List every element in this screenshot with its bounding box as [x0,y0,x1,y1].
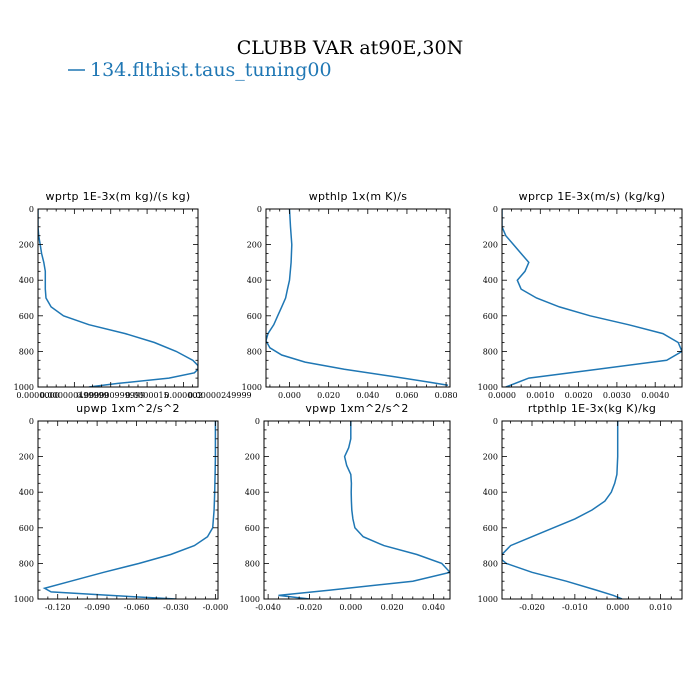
x-tick-label: 0.000002 [164,391,202,400]
y-tick-label: 800 [247,347,262,356]
panel-1: wprtp 1E-3x(m kg)/(s kg) 0 200 400 600 800 100… [14,190,252,400]
x-tick-label: 0.0000 [488,391,516,400]
y-tick-label: 1000 [478,383,498,392]
x-tick-label: 0.0000015 [125,391,168,400]
y-tick-label: 800 [245,559,260,568]
y-tick-label: 600 [483,312,498,321]
panels: wprtp 1E-3x(m kg)/(s kg) 0 200 400 600 800 100… [14,190,683,612]
y-tick-label: 0 [493,417,498,426]
panel-4: upwp 1xm^2/s^2 0 200 400 600 800 1000 -0.120 -0.… [14,402,229,612]
x-tick-label: -0.010 [562,603,588,612]
x-tick-label: 0.0010 [526,391,554,400]
y-tick-label: 0 [29,417,34,426]
x-tick-label: -0.060 [124,603,150,612]
x-tick-label: -0.120 [45,603,71,612]
panel-5: vpwp 1xm^2/s^2 0 200 400 600 800 1000-0.040 -0.… [240,402,451,612]
x-tick-label: 0.00000249999 [188,391,252,400]
plot-frame [37,420,219,600]
x-tick-label: 0.020 [381,603,404,612]
figure-title: CLUBB VAR at90E,30N [237,37,463,59]
plot-frame [501,208,683,388]
x-tick-label: 0.0040 [641,391,669,400]
y-tick-label: 600 [19,524,34,533]
x-tick-label: 0.000000499999 [40,391,109,400]
plot-frame [263,420,451,600]
y-tick-label: 600 [247,312,262,321]
series-line [42,421,217,599]
y-tick-label: 600 [19,312,34,321]
x-tick-label: -0.000 [203,603,229,612]
y-tick-label: 600 [483,524,498,533]
x-tick-label: 0.000 [339,603,362,612]
y-tick-label: 200 [483,241,498,250]
y-tick-label: 400 [19,488,34,497]
plot-frame [265,208,451,388]
panel-title: wprcp 1E-3x(m/s) (kg/kg) [519,190,666,203]
y-tick-label: 0 [493,205,498,214]
y-tick-label: 200 [19,453,34,462]
series-line [266,209,449,386]
x-tick-label: 0.0020 [565,391,593,400]
y-tick-label: 0 [255,417,260,426]
x-tick-label: -0.020 [519,603,545,612]
x-tick-label: -0.040 [255,603,281,612]
y-tick-label: 400 [247,276,262,285]
legend: 134.flthist.taus_tuning00 [68,59,332,81]
y-tick-label: 200 [245,453,260,462]
y-tick-label: 600 [245,524,260,533]
panel-title: wpthlp 1x(m K)/s [309,190,408,203]
x-tick-label: 0.040 [422,603,445,612]
y-tick-label: 400 [245,488,260,497]
y-tick-label: 800 [19,347,34,356]
series-line [502,421,623,599]
y-tick-label: 1000 [14,383,34,392]
y-tick-label: 0 [29,205,34,214]
y-tick-label: 800 [483,347,498,356]
series-line [502,209,682,387]
panel-3: wprcp 1E-3x(m/s) (kg/kg) 0 200 400 600 800 100… [478,190,683,400]
panel-title: rtpthlp 1E-3x(kg K)/kg [528,402,656,415]
x-tick-label: -0.030 [163,603,189,612]
y-tick-label: 200 [247,241,262,250]
panel-6: rtpthlp 1E-3x(kg K)/kg 0 200 400 600 800 1000 -… [478,402,683,612]
series-line [38,209,198,387]
x-tick-label: -0.090 [84,603,110,612]
x-tick-label: 0.000000999999 [76,391,145,400]
plot-frame [37,208,199,388]
x-tick-label: 0.0030 [603,391,631,400]
x-tick-label: 0.060 [395,391,418,400]
panel-2: wpthlp 1x(m K)/s 0 200 400 600 800 1000 0.000 0.… [242,190,458,400]
y-tick-label: 1000 [14,595,34,604]
y-tick-label: 800 [483,559,498,568]
y-tick-label: 200 [483,453,498,462]
y-tick-label: 200 [19,241,34,250]
y-tick-label: 400 [483,488,498,497]
x-tick-label: 0.0000000 [16,391,59,400]
x-tick-label: -0.020 [297,603,323,612]
panel-title: wprtp 1E-3x(m kg)/(s kg) [46,190,191,203]
panel-title: upwp 1xm^2/s^2 [76,402,180,415]
y-tick-label: 400 [483,276,498,285]
x-tick-label: 0.080 [435,391,458,400]
y-tick-label: 1000 [478,595,498,604]
x-tick-label: 0.000 [606,603,629,612]
x-tick-label: 0.040 [356,391,379,400]
legend-label: 134.flthist.taus_tuning00 [90,59,332,81]
panel-title: vpwp 1xm^2/s^2 [305,402,408,415]
y-tick-label: 400 [19,276,34,285]
x-tick-label: 0.010 [649,603,672,612]
x-tick-label: 0.020 [317,391,340,400]
y-tick-label: 800 [19,559,34,568]
y-tick-label: 0 [257,205,262,214]
y-tick-label: 1000 [240,595,260,604]
y-tick-label: 1000 [242,383,262,392]
series-line [278,421,450,599]
x-tick-label: 0.000 [278,391,301,400]
